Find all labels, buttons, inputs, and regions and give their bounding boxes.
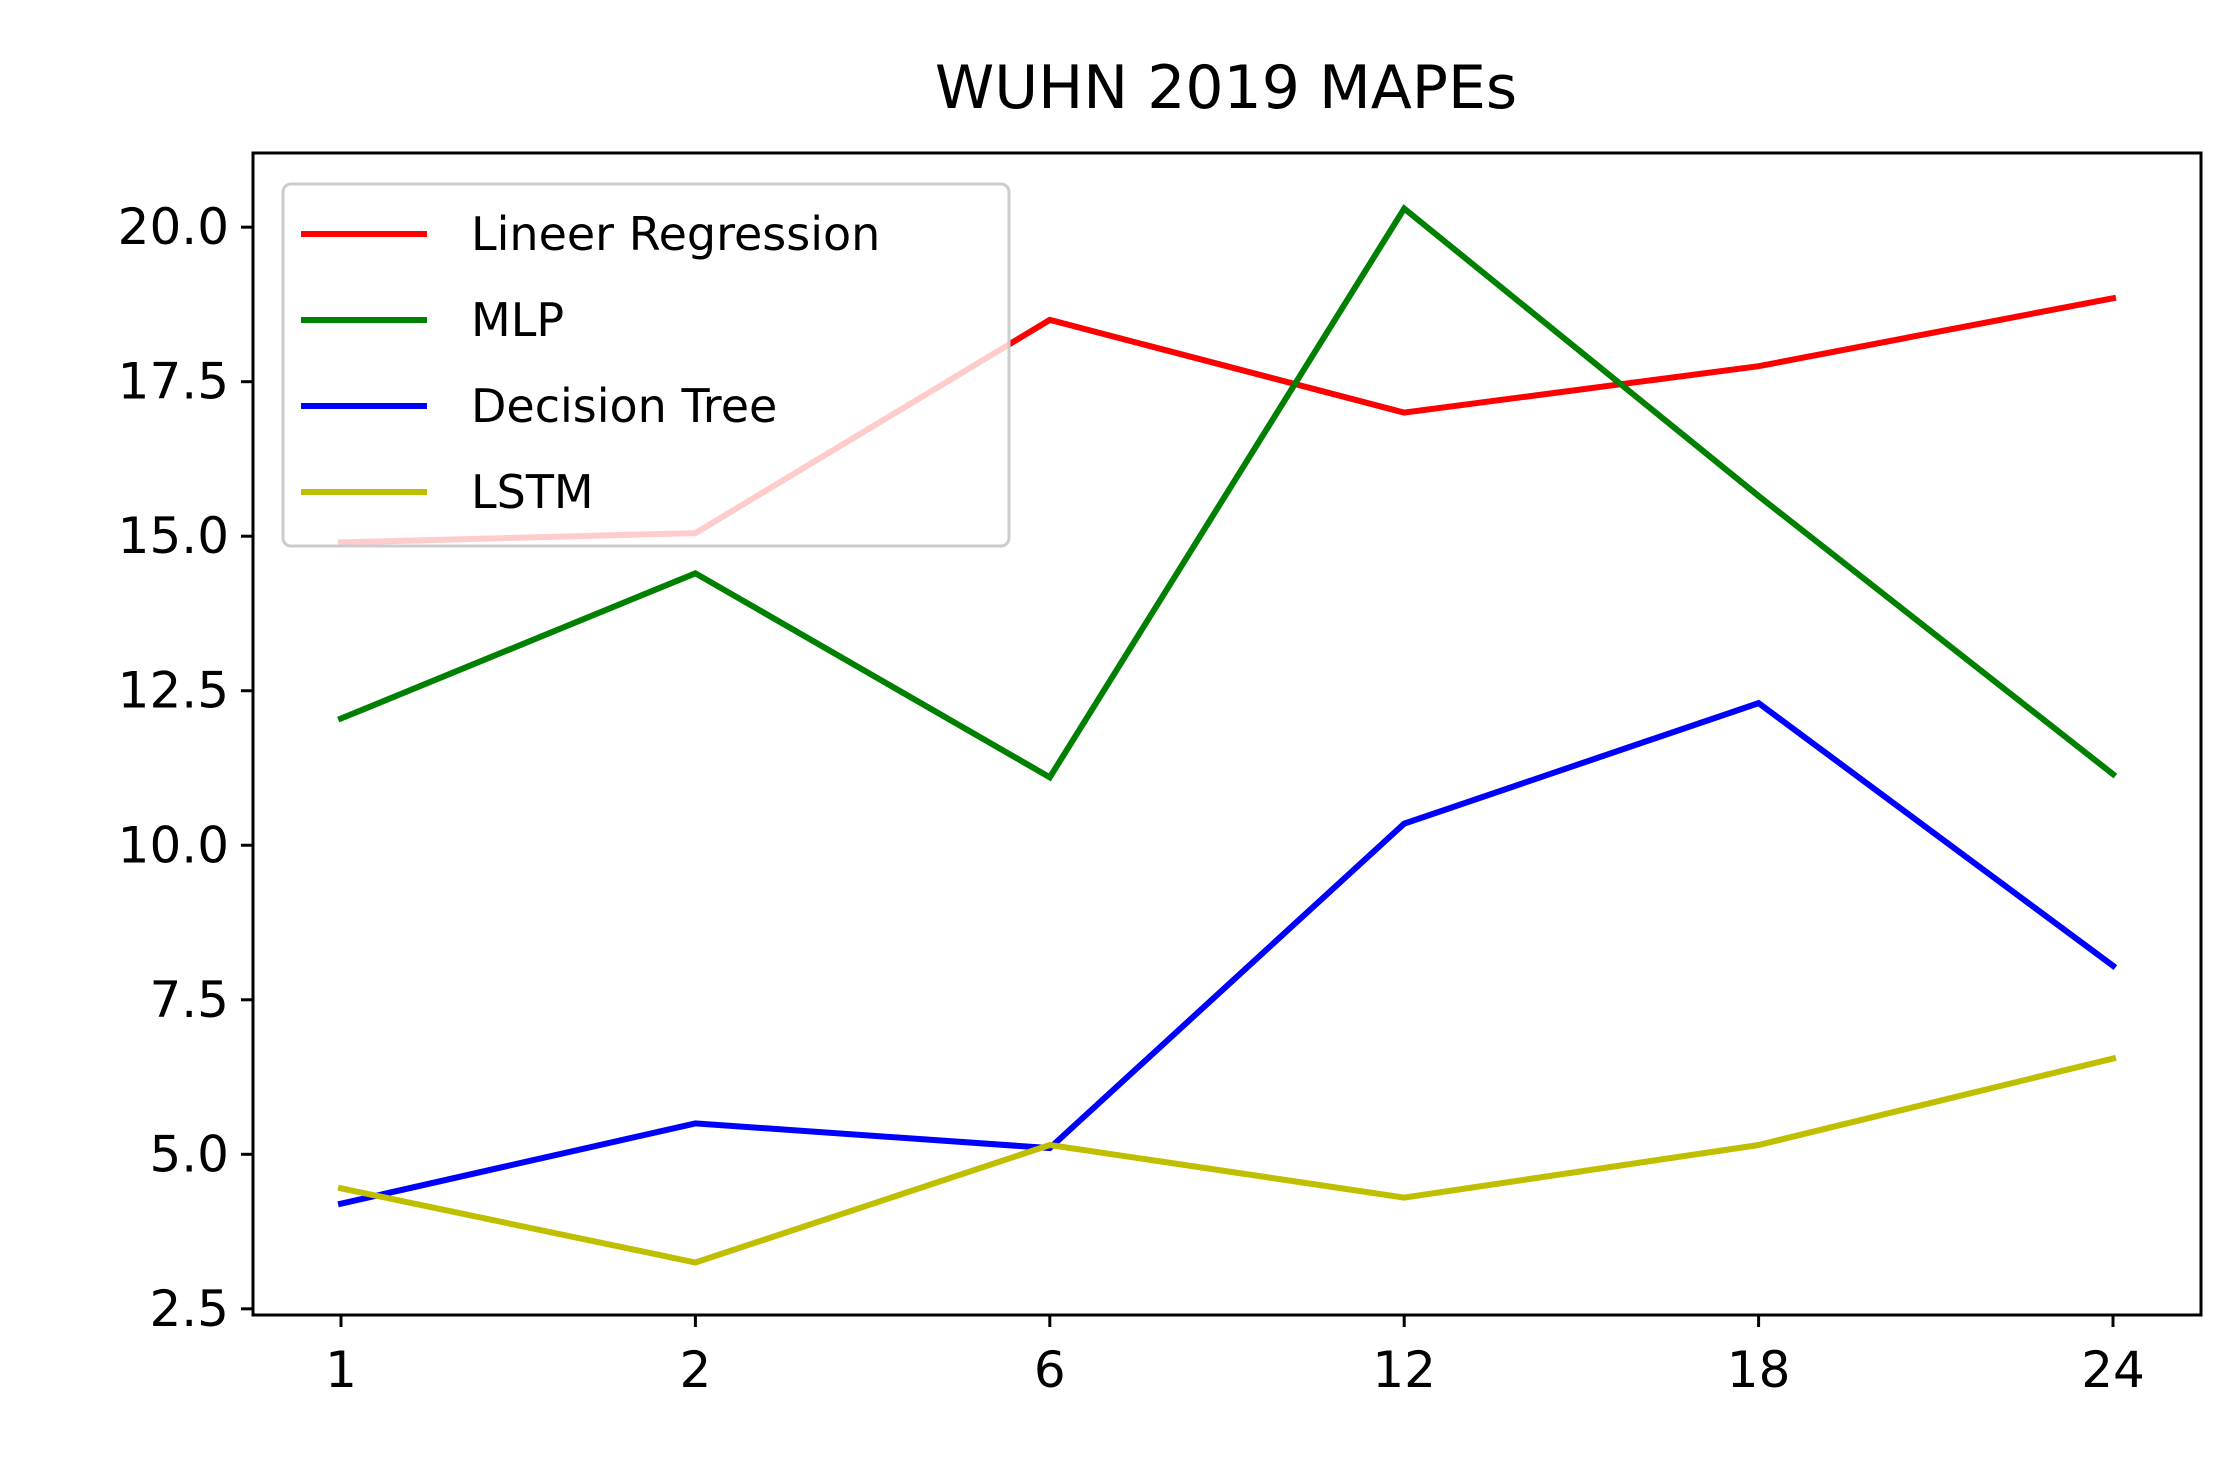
y-tick-label: 20.0 <box>118 198 229 256</box>
series-line-decision-tree <box>337 699 2118 1208</box>
legend-label-lstm: LSTM <box>471 465 594 519</box>
x-tick-label: 18 <box>1727 1341 1791 1399</box>
legend-label-lineer-regression: Lineer Regression <box>471 207 880 261</box>
plot-area <box>337 204 2118 1266</box>
chart-title: WUHN 2019 MAPEs <box>935 53 1517 123</box>
legend: Lineer Regression MLP Decision Tree LSTM <box>281 182 1011 548</box>
y-tick-label: 2.5 <box>149 1280 229 1338</box>
y-tick-label: 10.0 <box>118 816 229 874</box>
y-tick-label: 5.0 <box>149 1125 229 1183</box>
axes-frame <box>251 151 2203 1317</box>
series-line-mlp <box>337 204 2118 782</box>
legend-label-decision-tree: Decision Tree <box>471 379 777 433</box>
x-tick-label: 6 <box>1034 1341 1066 1399</box>
y-tick-label: 12.5 <box>118 662 229 720</box>
series-line-lstm <box>337 1054 2117 1266</box>
axes: 2.55.07.510.012.515.017.520.01 2 6 12 18 24 <box>118 151 2203 1399</box>
y-tick-label: 7.5 <box>149 971 229 1029</box>
x-tick-label: 2 <box>679 1341 711 1399</box>
legend-box <box>281 182 1011 548</box>
y-tick-label: 15.0 <box>118 507 229 565</box>
x-tick-label: 12 <box>1372 1341 1436 1399</box>
x-tick-label: 1 <box>325 1341 357 1399</box>
y-tick-label: 17.5 <box>118 353 229 411</box>
x-tick-label: 24 <box>2081 1341 2145 1399</box>
legend-label-mlp: MLP <box>471 293 564 347</box>
